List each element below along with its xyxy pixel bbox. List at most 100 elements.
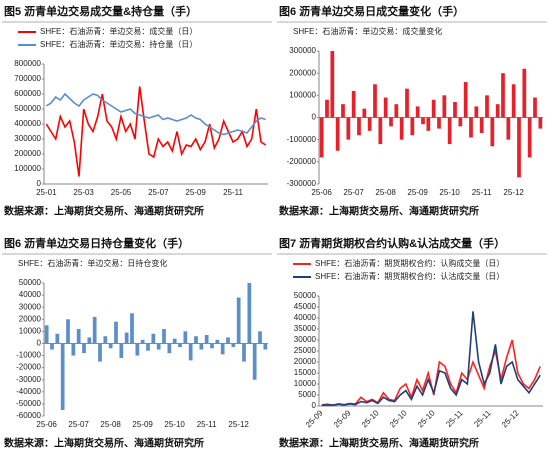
bar: [533, 97, 537, 118]
y-tick-label: 50000: [19, 278, 42, 287]
bar: [469, 117, 473, 138]
bar: [511, 84, 516, 118]
y-tick-label: 10000: [19, 326, 42, 335]
bar: [383, 97, 388, 118]
bar: [341, 104, 345, 118]
y-tick-label: 10000: [294, 379, 317, 388]
x-tick-label: 25-09: [304, 408, 325, 429]
y-tick-label: 300000: [289, 46, 316, 55]
bar: [60, 343, 65, 410]
x-tick-label: 25-11: [472, 408, 493, 429]
bar: [199, 343, 204, 350]
bar: [501, 73, 505, 118]
x-tick-label: 25-09: [132, 420, 153, 429]
bar: [162, 328, 166, 344]
x-tick-label: 25-12: [503, 188, 524, 197]
bar: [410, 117, 415, 136]
bar: [87, 337, 92, 344]
y-tick-label: 15000: [294, 368, 317, 377]
bar: [236, 297, 241, 344]
x-tick-label: 25-10: [360, 408, 381, 429]
legend-label: SHFE：石油沥青：期货期权合约：认购成交量（日）: [315, 258, 504, 268]
legend-label: SHFE：石油沥青：单边交易：成交量（日）: [40, 26, 197, 36]
y-tick-label: 45000: [294, 302, 317, 311]
bar: [146, 343, 150, 351]
bar: [188, 343, 193, 361]
x-tick-label: 25-11: [197, 420, 217, 429]
bar: [490, 117, 495, 147]
bar: [82, 343, 86, 354]
x-tick-label: 25-06: [36, 420, 57, 429]
legend-label: SHFE：石油沥青：单边交易：持仓量（日）: [40, 39, 197, 49]
bar: [474, 106, 479, 118]
chart-panel: 图5 沥青单边交易成交量&持仓量（手） SHFE：石油沥青：单边交易：成交量（日）…: [2, 4, 272, 218]
bar: [98, 343, 102, 362]
legend-label: SHFE：石油沥青：单边交易：日持仓变化: [18, 258, 167, 268]
bar: [325, 99, 329, 118]
y-tick-label: 200000: [289, 68, 316, 77]
bar: [263, 343, 268, 350]
bar: [415, 106, 420, 118]
bar: [242, 343, 246, 362]
bar: [357, 117, 361, 136]
source-note: 数据来源：上海期货交易所、海通期货研究所: [279, 205, 479, 218]
x-tick-label: 25-09: [332, 408, 353, 429]
bar: [431, 99, 436, 118]
series-line: [321, 311, 541, 407]
y-tick-label: 100000: [14, 164, 41, 173]
y-tick-label: 50000: [294, 291, 317, 300]
bar: [103, 336, 108, 344]
bar: [527, 117, 532, 158]
y-tick-label: 5000: [298, 390, 316, 399]
y-tick-label: 0: [37, 179, 42, 188]
y-tick-label: -200000: [287, 157, 317, 166]
source-note: 数据来源：上海期货交易所、海通期货研究所: [4, 437, 204, 450]
y-tick-label: -50000: [16, 399, 41, 408]
bar: [247, 283, 252, 344]
bar: [124, 332, 129, 344]
y-tick-label: 100000: [289, 90, 316, 99]
bar: [50, 343, 54, 350]
x-tick-label: 25-01: [36, 188, 57, 197]
x-tick-label: 25-10: [416, 408, 437, 429]
bar: [394, 104, 399, 118]
bar: [319, 117, 324, 158]
bar: [405, 88, 409, 118]
y-tick-label: -300000: [287, 179, 317, 188]
bar: [226, 337, 230, 344]
bar: [330, 51, 335, 118]
series-line: [321, 339, 541, 407]
y-tick-label: -100000: [287, 135, 317, 144]
bar: [437, 117, 441, 129]
bar: [71, 343, 76, 356]
x-tick-label: 25-07: [148, 188, 169, 197]
bar: [346, 117, 351, 140]
y-tick-label: 0: [37, 339, 42, 348]
y-tick-label: 200000: [14, 149, 41, 158]
bar: [215, 339, 220, 344]
x-tick-label: 25-03: [73, 188, 94, 197]
bar: [378, 117, 383, 145]
bar: [389, 117, 393, 127]
bar: [442, 95, 447, 118]
y-tick-label: 30000: [294, 335, 317, 344]
bar: [76, 328, 81, 344]
bar: [119, 343, 124, 358]
bar: [108, 343, 113, 349]
legend-label: SHFE：石油沥青：单边交易：成交量变化: [293, 26, 442, 36]
x-tick-label: 25-09: [185, 188, 206, 197]
bar: [66, 319, 70, 344]
bar: [92, 316, 97, 344]
legend-label: SHFE：石油沥青：期货期权合约：认沽成交量（日）: [315, 271, 504, 281]
bar: [156, 343, 161, 350]
source-note: 数据来源：上海期货交易所、海通期货研究所: [279, 437, 479, 450]
x-tick-label: 25-12: [228, 420, 249, 429]
chart-title: 图7 沥青期货期权合约认购&认沽成交量（手）: [279, 236, 505, 250]
bar: [194, 336, 198, 344]
bar: [252, 343, 257, 380]
x-tick-label: 25-08: [375, 188, 396, 197]
bar: [44, 325, 49, 344]
bar: [135, 343, 140, 356]
bar: [522, 68, 527, 118]
